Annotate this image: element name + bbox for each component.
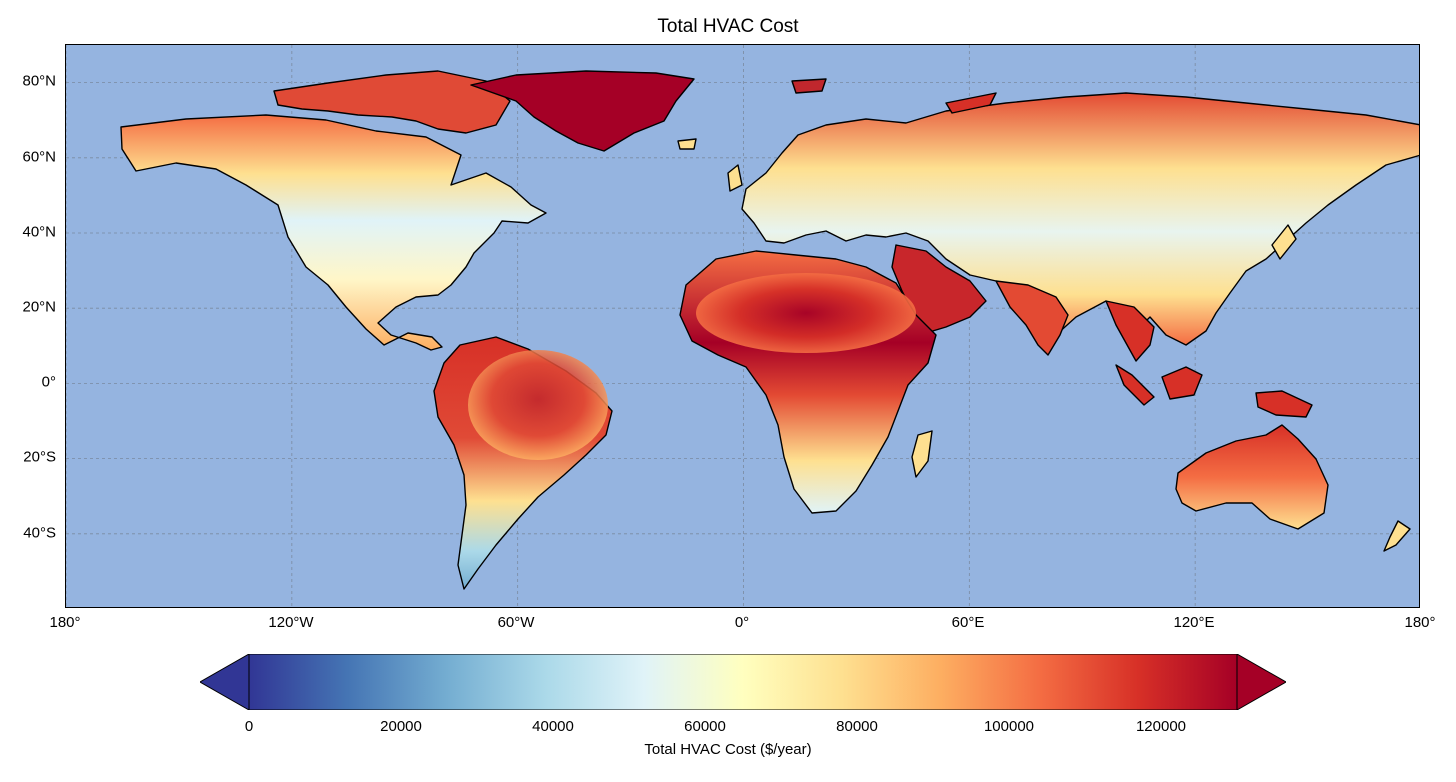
lat-tick-label: 20°S bbox=[23, 448, 56, 466]
colorbar-body bbox=[248, 653, 1238, 711]
hotspot-sahara bbox=[696, 273, 916, 353]
lon-tick-label: 180° bbox=[49, 614, 81, 631]
colorbar-tick-label: 100000 bbox=[983, 718, 1035, 735]
colorbar-graphic bbox=[198, 653, 1288, 711]
map-title: Total HVAC Cost bbox=[657, 16, 799, 37]
land-eurasia bbox=[741, 92, 1419, 346]
lat-tick-label: 40°N bbox=[22, 223, 56, 241]
land-svalbard bbox=[791, 78, 827, 94]
lat-tick-label: 40°S bbox=[23, 524, 56, 542]
lat-tick-label: 60°N bbox=[22, 148, 56, 166]
land-sumatra bbox=[1115, 364, 1155, 406]
land-india bbox=[995, 280, 1069, 356]
land-iceland bbox=[677, 138, 697, 150]
lat-tick-label: 0° bbox=[41, 373, 56, 391]
colorbar-tick-label: 80000 bbox=[836, 718, 878, 735]
land-greenland bbox=[470, 70, 695, 152]
lon-tick-label: 60°W bbox=[497, 614, 535, 631]
colorbar-tick-label: 40000 bbox=[532, 718, 574, 735]
colorbar-tick-label: 20000 bbox=[380, 718, 422, 735]
land-japan bbox=[1271, 224, 1297, 260]
colorbar-tick-label: 0 bbox=[244, 718, 254, 735]
world-map bbox=[65, 44, 1420, 608]
land-britain bbox=[727, 164, 743, 192]
colorbar-extend-low bbox=[198, 653, 250, 711]
colorbar bbox=[198, 653, 1288, 711]
colorbar-tick-label: 60000 bbox=[684, 718, 726, 735]
colorbar-label: Total HVAC Cost ($/year) bbox=[644, 741, 812, 758]
lat-tick-label: 80°N bbox=[22, 72, 56, 90]
land-north-america bbox=[120, 114, 547, 351]
lon-tick-label: 60°E bbox=[951, 614, 985, 631]
hotspot-amazon bbox=[468, 350, 608, 460]
land-arctic-islands bbox=[273, 70, 511, 134]
land-madagascar bbox=[911, 430, 933, 478]
colorbar-extend-high bbox=[1236, 653, 1288, 711]
land-southeast-asia bbox=[1105, 300, 1155, 362]
lon-tick-label: 0° bbox=[734, 614, 750, 631]
lon-tick-label: 180° bbox=[1404, 614, 1436, 631]
land-australia bbox=[1175, 424, 1329, 530]
land-borneo bbox=[1161, 366, 1203, 400]
lon-tick-label: 120°W bbox=[268, 614, 314, 631]
lat-tick-label: 20°N bbox=[22, 298, 56, 316]
map-canvas bbox=[66, 45, 1419, 607]
lon-tick-label: 120°E bbox=[1173, 614, 1215, 631]
colorbar-tick-label: 120000 bbox=[1135, 718, 1187, 735]
land-new-guinea bbox=[1255, 390, 1313, 418]
land-new-zealand bbox=[1383, 520, 1411, 552]
land-novaya-zemlya bbox=[945, 92, 997, 114]
heat-hotspots bbox=[468, 273, 916, 460]
